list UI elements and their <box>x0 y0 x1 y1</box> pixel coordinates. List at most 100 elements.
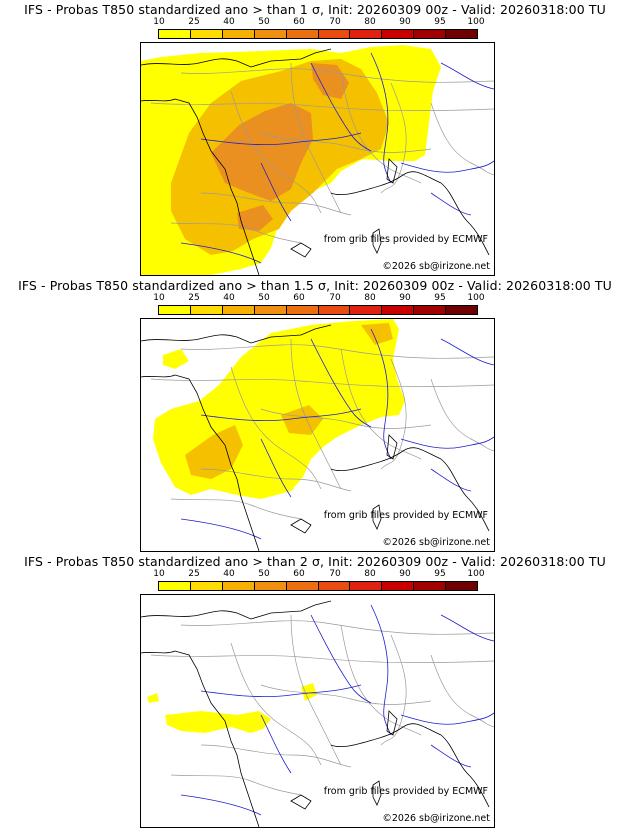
colorbar <box>158 305 478 315</box>
river <box>370 604 392 736</box>
colorbar-tick-label: 90 <box>399 293 411 303</box>
colorbar-tick-label: 10 <box>153 569 165 579</box>
probability-map: from grib files provided by ECMWF ©2026 … <box>140 42 495 276</box>
colorbar-swatch <box>414 30 447 38</box>
colorbar-swatch <box>286 30 319 38</box>
probability-area <box>163 349 189 369</box>
colorbar-swatch <box>446 306 478 314</box>
country-border <box>380 358 407 470</box>
colorbar-swatch <box>350 30 383 38</box>
colorbar-swatch <box>350 582 383 590</box>
colorbar-swatch <box>318 306 351 314</box>
country-border <box>150 654 494 664</box>
coastline <box>440 458 490 532</box>
river <box>370 52 392 184</box>
copyright-notice: ©2026 sb@irizone.net <box>382 813 490 824</box>
copyright-notice: ©2026 sb@irizone.net <box>382 261 490 272</box>
colorbar-tick-label: 70 <box>329 17 341 27</box>
colorbar-tick-label: 40 <box>223 569 235 579</box>
probability-area <box>361 323 393 345</box>
coastline <box>386 158 398 184</box>
country-border <box>150 378 494 388</box>
coastline <box>141 650 260 827</box>
colorbar-swatch <box>286 582 319 590</box>
forecast-panel-1: IFS - Probas T850 standardized ano > tha… <box>0 0 630 276</box>
colorbar-tick-label: 90 <box>399 569 411 579</box>
colorbar-tick-label: 25 <box>188 293 200 303</box>
river <box>310 614 372 704</box>
coastline <box>330 171 442 196</box>
colorbar-swatch <box>159 30 191 38</box>
coastline <box>141 374 260 551</box>
coastline <box>372 228 382 254</box>
map-svg <box>141 45 494 275</box>
colorbar-swatch <box>446 582 478 590</box>
river <box>200 684 362 698</box>
country-border <box>290 338 342 490</box>
probability-area <box>301 683 317 701</box>
country-border <box>150 102 494 112</box>
coastline <box>290 242 312 258</box>
colorbar-swatch <box>318 582 351 590</box>
coastline <box>372 780 382 806</box>
probability-map: from grib files provided by ECMWF ©2026 … <box>140 318 495 552</box>
country-border <box>200 468 352 492</box>
colorbar-swatch <box>350 306 383 314</box>
colorbar-tick-label: 95 <box>434 293 446 303</box>
colorbar-swatch <box>190 306 223 314</box>
river <box>400 160 494 173</box>
map-svg <box>141 600 494 827</box>
country-border <box>170 498 302 520</box>
probability-area <box>147 693 159 703</box>
colorbar-tick-label: 70 <box>329 569 341 579</box>
colorbar-tick-label: 40 <box>223 17 235 27</box>
colorbar-swatch <box>382 30 415 38</box>
colorbar-tick-label: 10 <box>153 293 165 303</box>
country-border <box>200 744 352 768</box>
country-border <box>430 102 494 176</box>
coastline <box>440 734 490 808</box>
river <box>370 328 392 460</box>
river <box>200 132 362 146</box>
colorbar-swatch <box>382 582 415 590</box>
river <box>260 162 292 222</box>
probability-area <box>211 103 313 201</box>
panel-title: IFS - Probas T850 standardized ano > tha… <box>24 554 606 569</box>
river <box>260 714 292 774</box>
colorbar-swatch <box>222 582 255 590</box>
colorbar-swatch <box>382 306 415 314</box>
river <box>430 744 472 768</box>
colorbar-labels: 10 25 40 50 60 70 80 90 95 100 <box>140 17 496 29</box>
country-border <box>260 132 432 153</box>
country-border <box>290 614 342 766</box>
country-border <box>170 222 302 244</box>
colorbar-tick-label: 100 <box>467 17 485 27</box>
coastline <box>372 504 382 530</box>
colorbar <box>158 581 478 591</box>
coastline <box>386 710 398 736</box>
river <box>310 338 372 428</box>
colorbar <box>158 29 478 39</box>
panel-title: IFS - Probas T850 standardized ano > tha… <box>24 2 606 17</box>
river <box>260 438 292 498</box>
country-border <box>290 62 342 214</box>
colorbar-swatch <box>286 306 319 314</box>
colorbar-tick-label: 25 <box>188 569 200 579</box>
coastline <box>290 794 312 810</box>
coastline <box>330 723 442 748</box>
country-border <box>260 684 432 705</box>
colorbar-swatch <box>446 30 478 38</box>
colorbar-tick-label: 50 <box>258 293 270 303</box>
country-border <box>430 654 494 728</box>
copyright-notice: ©2026 sb@irizone.net <box>382 537 490 548</box>
coastline <box>141 98 260 275</box>
colorbar-tick-label: 10 <box>153 17 165 27</box>
source-credit: from grib files provided by ECMWF <box>323 786 488 797</box>
coastline <box>386 434 398 460</box>
colorbar-swatch <box>414 306 447 314</box>
source-credit: from grib files provided by ECMWF <box>323 234 488 245</box>
country-border <box>340 624 422 736</box>
colorbar-swatch <box>159 582 191 590</box>
colorbar-tick-label: 80 <box>364 293 376 303</box>
probability-area <box>311 63 349 99</box>
